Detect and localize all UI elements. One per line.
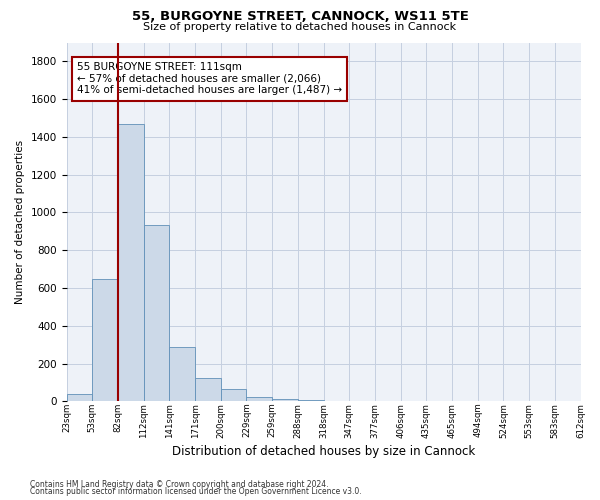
Bar [195,378,221,402]
Text: 55, BURGOYNE STREET, CANNOCK, WS11 5TE: 55, BURGOYNE STREET, CANNOCK, WS11 5TE [131,10,469,23]
Bar [118,124,143,402]
X-axis label: Distribution of detached houses by size in Cannock: Distribution of detached houses by size … [172,444,475,458]
Bar [247,396,272,402]
Text: Size of property relative to detached houses in Cannock: Size of property relative to detached ho… [143,22,457,32]
Bar [221,389,247,402]
Bar [67,394,92,402]
Text: 55 BURGOYNE STREET: 111sqm
← 57% of detached houses are smaller (2,066)
41% of s: 55 BURGOYNE STREET: 111sqm ← 57% of deta… [77,62,342,96]
Bar [92,278,118,402]
Text: Contains HM Land Registry data © Crown copyright and database right 2024.: Contains HM Land Registry data © Crown c… [30,480,329,489]
Bar [272,399,298,402]
Text: Contains public sector information licensed under the Open Government Licence v3: Contains public sector information licen… [30,487,362,496]
Bar [169,346,195,402]
Bar [143,224,169,402]
Y-axis label: Number of detached properties: Number of detached properties [15,140,25,304]
Bar [298,400,323,402]
